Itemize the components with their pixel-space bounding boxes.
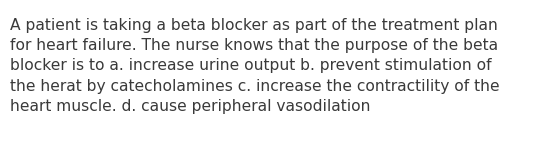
Text: A patient is taking a beta blocker as part of the treatment plan
for heart failu: A patient is taking a beta blocker as pa… [10, 18, 499, 114]
